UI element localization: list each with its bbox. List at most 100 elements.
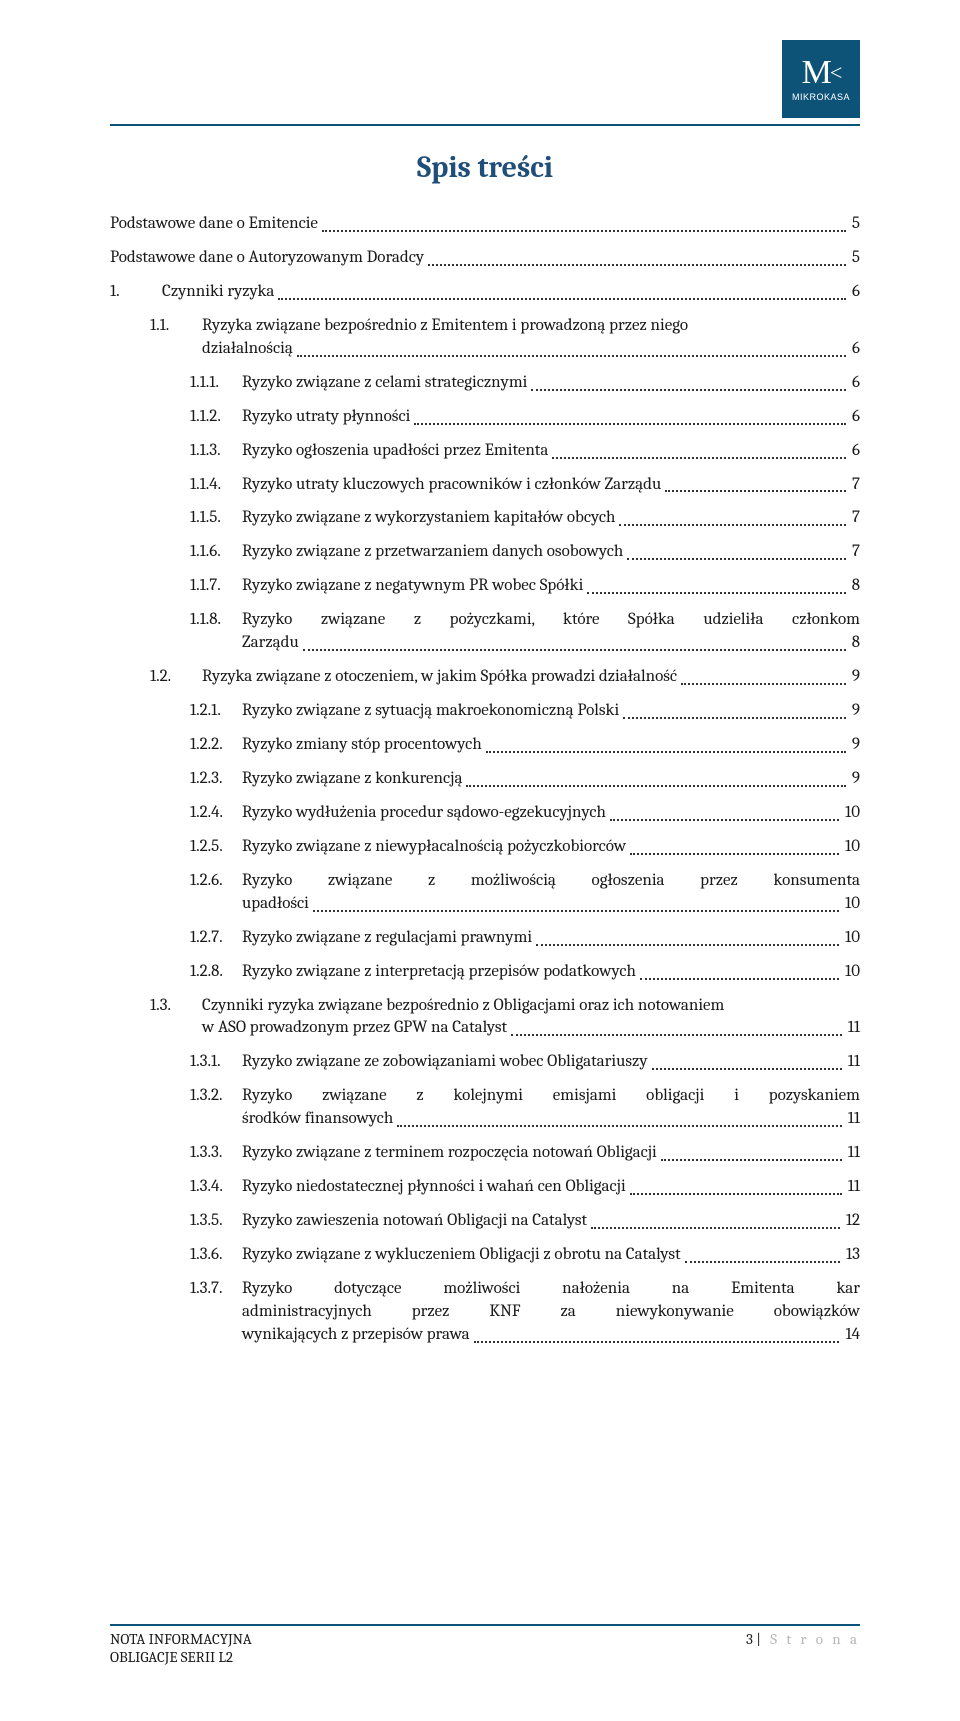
toc-num: 1.1.1. [190,372,242,395]
footer: NOTA INFORMACYJNAOBLIGACJE SERII L2 3 | … [110,1624,860,1666]
toc-num: 1.2.2. [190,734,242,757]
toc-num: 1.2.5. [190,836,242,859]
toc-page: 7 [850,507,860,530]
toc-label: w ASO prowadzonym przez GPW na Catalyst [202,1017,507,1040]
toc-entry: 1.1.6.Ryzyko związane z przetwarzaniem d… [110,541,860,564]
toc-page: 6 [850,338,860,361]
toc-entry: 1.1.8. Ryzyko związane z pożyczkami, któ… [110,609,860,655]
page: M< MIKROKASA Spis treści Podstawowe dane… [0,0,960,1721]
toc-num: 1.1.4. [190,474,242,497]
toc-label: Ryzyko związane z negatywnym PR wobec Sp… [242,575,583,598]
toc-page: 7 [850,474,860,497]
toc-page: 8 [850,575,860,598]
toc-entry: 1.Czynniki ryzyka6 [110,281,860,304]
toc-row: Podstawowe dane o Emitencie 5 [110,213,860,236]
toc-page: 10 [843,961,860,984]
toc-label: Podstawowe dane o Emitencie [110,213,318,236]
toc-entry: 1.1.3.Ryzyko ogłoszenia upadłości przez … [110,440,860,463]
toc-num: 1.2.3. [190,768,242,791]
toc-label: Ryzyko zawieszenia notowań Obligacji na … [242,1210,587,1233]
toc-text: 1.1. Ryzyka związane bezpośrednio z Emit… [150,315,860,338]
toc-row: 1.2.4.Ryzyko wydłużenia procedur sądowo-… [190,802,860,825]
toc-row: 1.1.4.Ryzyko utraty kluczowych pracownik… [190,474,860,497]
toc-entry: 1.2.8.Ryzyko związane z interpretacją pr… [110,961,860,984]
toc-page: 9 [850,666,860,689]
toc-row: 1.2.5.Ryzyko związane z niewypłacalności… [190,836,860,859]
toc-row: 1.1.5.Ryzyko związane z wykorzystaniem k… [190,507,860,530]
toc-tail: środków finansowych11 [190,1108,860,1131]
toc-num: 1.2.1. [190,700,242,723]
toc-entry: 1.2.5.Ryzyko związane z niewypłacalności… [110,836,860,859]
page-title: Spis treści [110,150,860,185]
toc-entry: 1.1. Ryzyka związane bezpośrednio z Emit… [110,315,860,361]
toc-entry: 1.2.Ryzyka związane z otoczeniem, w jaki… [110,666,860,689]
toc-dots [685,1261,840,1263]
toc-num: 1.2.8. [190,961,242,984]
toc-row: 1.1.1.Ryzyko związane z celami strategic… [190,372,860,395]
toc-page: 11 [846,1051,860,1074]
toc-tail: Zarządu8 [190,632,860,655]
toc-tail: upadłości10 [190,893,860,916]
toc-dots [552,457,846,459]
toc-num: 1.2.7. [190,927,242,950]
toc-label: Ryzyko utraty kluczowych pracowników i c… [242,474,661,497]
toc-label: Ryzyko związane z niewypłacalnością poży… [242,836,626,859]
toc-entry: 1.2.7.Ryzyko związane z regulacjami praw… [110,927,860,950]
toc-label: Ryzyko zmiany stóp procentowych [242,734,482,757]
logo-box: M< MIKROKASA [782,40,860,118]
toc-page: 11 [846,1142,860,1165]
toc-dots [610,819,839,821]
toc-dots [665,490,846,492]
toc-entry: 1.3.7. Ryzyko dotyczące możliwości nałoż… [110,1278,860,1347]
toc-entry: Podstawowe dane o Autoryzowanym Doradcy5 [110,247,860,270]
toc-dots [536,944,839,946]
toc-page: 12 [844,1210,860,1233]
toc-dots [630,853,839,855]
toc-page: 5 [850,247,860,270]
footer-line2: OBLIGACJE SERII L2 [110,1648,233,1666]
toc-label: Ryzyko związane z przetwarzaniem danych … [242,541,623,564]
toc-entry: 1.2.3.Ryzyko związane z konkurencją9 [110,768,860,791]
toc-page: 8 [850,632,860,655]
toc-entry: 1.1.2.Ryzyko utraty płynności6 [110,406,860,429]
toc-label: Ryzyko związane z interpretacją przepisó… [242,961,636,984]
toc-num: 1.3.2. [190,1085,242,1108]
toc-num: 1.1.6. [190,541,242,564]
toc-page: 6 [850,372,860,395]
header-rule [110,124,860,126]
toc-dots [474,1341,840,1343]
toc-label: Ryzyko związane z konkurencją [242,768,462,791]
toc-dots [627,558,846,560]
toc-text: 1.3. Czynniki ryzyka związane bezpośredn… [150,995,860,1018]
toc-num: 1.2. [150,666,202,689]
toc-label: Ryzyko związane z regulacjami prawnymi [242,927,532,950]
toc-label: Ryzyka związane z otoczeniem, w jakim Sp… [202,666,677,689]
toc-entry: 1.2.6. Ryzyko związane z możliwością ogł… [110,870,860,916]
toc-label: Ryzyko niedostatecznej płynności i wahań… [242,1176,626,1199]
toc-dots [322,230,846,232]
toc-row: 1.2.7.Ryzyko związane z regulacjami praw… [190,927,860,950]
toc-label: Ryzyko wydłużenia procedur sądowo-egzeku… [242,802,606,825]
toc-text: administracyjnych przez KNF za niewykony… [190,1301,860,1324]
toc-row: 1.3.3.Ryzyko związane z terminem rozpocz… [190,1142,860,1165]
toc-dots [486,751,846,753]
toc-row: 1.3.6.Ryzyko związane z wykluczeniem Obl… [190,1244,860,1267]
toc-page: 5 [850,213,860,236]
toc-page: 6 [850,440,860,463]
toc-row: 1.2.Ryzyka związane z otoczeniem, w jaki… [150,666,860,689]
toc-page: 11 [846,1176,860,1199]
toc-num: 1.3.5. [190,1210,242,1233]
toc-row: 1.1.3.Ryzyko ogłoszenia upadłości przez … [190,440,860,463]
toc-label: Ryzyko związane z terminem rozpoczęcia n… [242,1142,657,1165]
toc-page: 11 [846,1017,860,1040]
toc-num: 1.3.6. [190,1244,242,1267]
toc-label: Ryzyko ogłoszenia upadłości przez Emiten… [242,440,548,463]
toc-entry: 1.3.5.Ryzyko zawieszenia notowań Obligac… [110,1210,860,1233]
toc-entry: 1.1.7.Ryzyko związane z negatywnym PR wo… [110,575,860,598]
toc-entry: 1.3.3.Ryzyko związane z terminem rozpocz… [110,1142,860,1165]
toc-num: 1.3.3. [190,1142,242,1165]
toc-num: 1. [110,281,162,304]
brand-logo: M< MIKROKASA [782,40,860,118]
toc-row: 1.Czynniki ryzyka6 [110,281,860,304]
toc-entry: 1.3.6.Ryzyko związane z wykluczeniem Obl… [110,1244,860,1267]
